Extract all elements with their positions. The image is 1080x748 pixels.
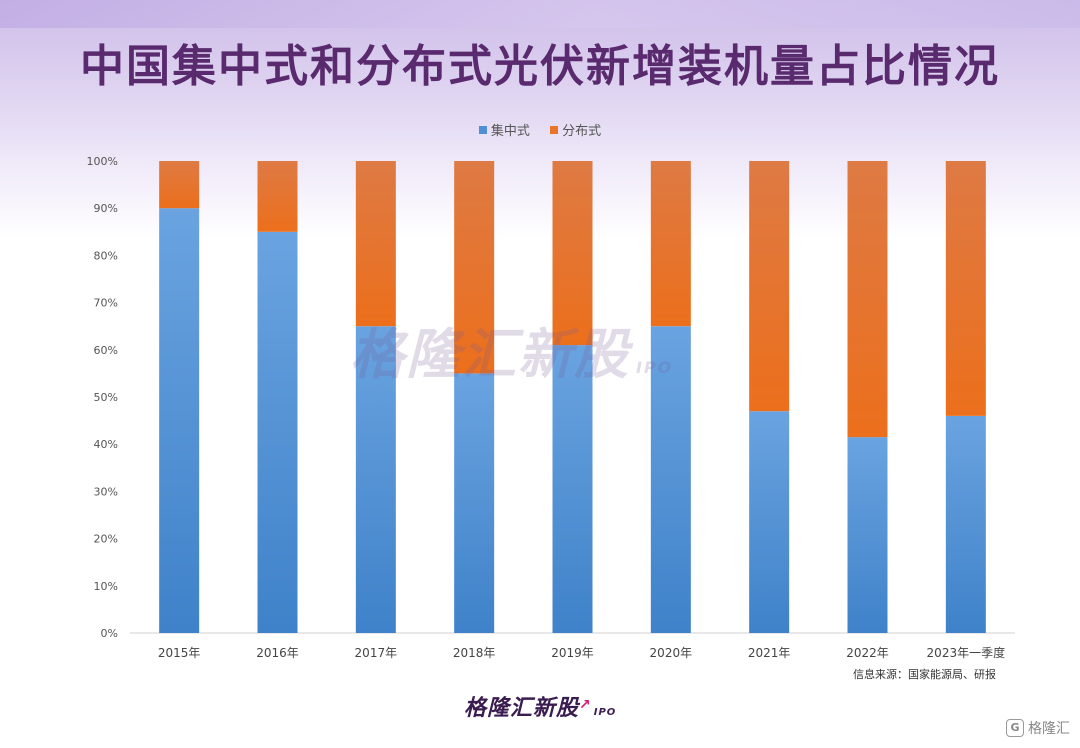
bar-centralized [257, 231, 298, 634]
x-tick-label: 2023年一季度 [927, 645, 1006, 660]
bar-centralized [945, 415, 986, 633]
corner-watermark: G 格隆汇 [1006, 718, 1070, 738]
bar-distributed [749, 161, 790, 412]
legend-item-centralized: 集中式 [478, 120, 530, 139]
bottom-logo: 格隆汇新股↗ IPO [464, 690, 616, 722]
chart-title: 中国集中式和分布式光伏新增装机量占比情况 [80, 41, 1000, 92]
legend-label-centralized: 集中式 [490, 124, 530, 139]
x-tick-label: 2015年 [158, 646, 201, 660]
top-band [0, 0, 1080, 28]
x-tick-label: 2016年 [256, 646, 299, 660]
y-tick-label: 50% [94, 391, 118, 404]
y-tick-label: 60% [94, 344, 118, 357]
bar-centralized [749, 411, 790, 633]
bar-centralized [159, 208, 200, 633]
bar-centralized [650, 326, 691, 633]
bar-distributed [159, 161, 200, 209]
legend-label-distributed: 分布式 [562, 124, 602, 139]
legend-swatch-distributed [550, 125, 559, 134]
bar-centralized [552, 345, 593, 633]
x-tick-label: 2020年 [650, 646, 693, 660]
y-tick-label: 30% [94, 485, 118, 498]
y-tick-label: 80% [94, 249, 118, 262]
bottom-logo-ipo: IPO [593, 707, 617, 718]
y-tick-label: 20% [94, 533, 118, 546]
bar-distributed [650, 161, 691, 327]
legend-item-distributed: 分布式 [550, 120, 601, 139]
x-tick-label: 2019年 [551, 646, 594, 660]
bar-distributed [945, 161, 986, 416]
y-tick-label: 100% [87, 155, 118, 168]
x-tick-label: 2017年 [355, 646, 398, 660]
logo-arrow-icon: ↗ [579, 697, 592, 713]
bar-centralized [355, 326, 396, 633]
y-tick-label: 40% [94, 438, 118, 451]
bar-distributed [355, 161, 396, 327]
bar-distributed [552, 161, 593, 346]
corner-watermark-text: 格隆汇 [1028, 721, 1070, 737]
y-tick-label: 90% [94, 202, 118, 215]
bar-centralized [847, 437, 888, 633]
y-tick-label: 70% [94, 297, 118, 310]
source-note: 信息来源：国家能源局、研报 [853, 668, 996, 681]
bar-distributed [257, 161, 298, 232]
bar-distributed [454, 161, 495, 374]
bar-distributed [847, 161, 888, 438]
y-tick-label: 0% [101, 627, 118, 640]
x-tick-label: 2018年 [453, 646, 496, 660]
bottom-logo-text: 格隆汇新股 [464, 696, 580, 721]
bar-centralized [454, 373, 495, 633]
x-tick-label: 2021年 [748, 646, 791, 660]
x-tick-label: 2022年 [846, 646, 889, 660]
legend-swatch-centralized [478, 125, 487, 134]
y-tick-label: 10% [94, 580, 118, 593]
corner-logo-icon: G [1006, 719, 1024, 737]
chart-legend: 集中式 分布式 [0, 120, 1080, 139]
